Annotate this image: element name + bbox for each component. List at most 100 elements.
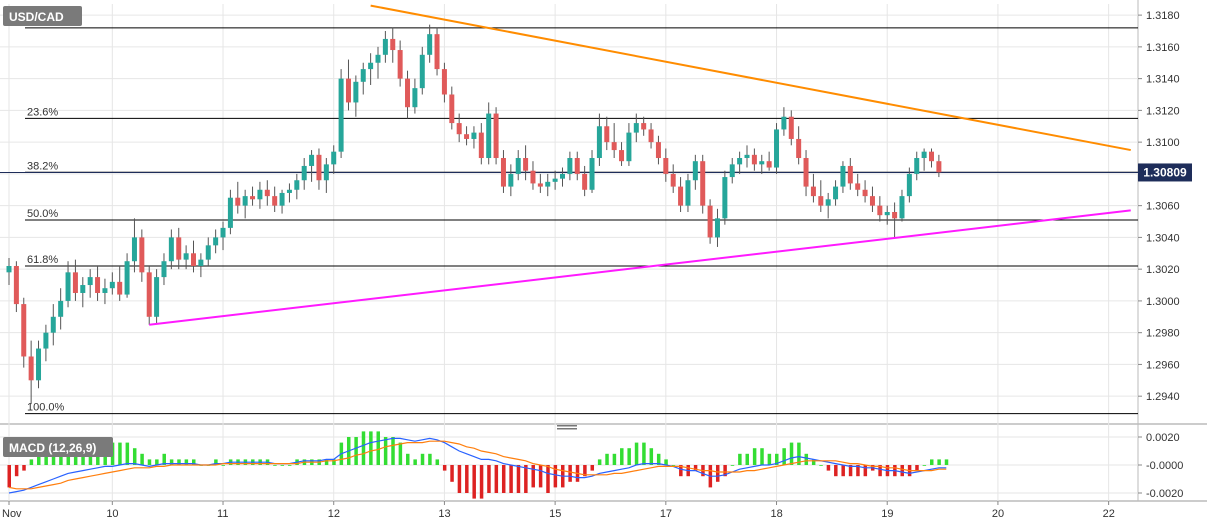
candle-body (139, 237, 145, 273)
candle-body (198, 259, 204, 266)
macd-histogram-bar (834, 465, 838, 477)
candle-body (323, 164, 329, 181)
trendlines (149, 4, 1131, 326)
candle-body (43, 332, 49, 349)
candle-body (604, 126, 610, 143)
candle-body (242, 196, 248, 206)
macd-histogram-bar (715, 465, 720, 482)
macd-histogram-bar (597, 459, 602, 465)
grid (0, 0, 1207, 502)
price-tick-label: 1.3160 (1146, 42, 1180, 54)
macd-histogram-bar (376, 431, 380, 465)
candle-body (833, 186, 839, 200)
candle-body (146, 272, 152, 317)
macd-histogram-bar (863, 465, 868, 477)
candle-body (338, 78, 344, 152)
candle-body (936, 161, 942, 173)
macd-histogram-bar (162, 453, 166, 465)
candle-body (250, 196, 256, 200)
candle-body (626, 132, 632, 162)
candle-body (537, 183, 543, 187)
candle-body (471, 132, 477, 139)
macd-histogram-bar (280, 465, 285, 466)
macd-histogram-bar (465, 465, 469, 493)
fib-label: 23.6% (27, 106, 58, 118)
macd-histogram-bar (553, 465, 558, 488)
candle-body (803, 158, 809, 187)
macd-histogram-bar (605, 453, 609, 465)
time-tick-label: 12 (328, 508, 340, 520)
macd-histogram-bar (752, 448, 757, 465)
candle-body (161, 261, 167, 278)
support-trendline (149, 209, 1131, 326)
candle-body (855, 183, 861, 190)
candle-body (515, 158, 521, 174)
macd-histogram-bar (642, 442, 646, 465)
candle-body (751, 154, 757, 165)
price-tick-label: 1.2960 (1146, 359, 1180, 371)
macd-badge[interactable]: MACD (12,26,9) (3, 437, 113, 457)
candle-body (869, 196, 875, 206)
candle-body (766, 161, 772, 168)
time-axis[interactable]: Nov 10 11 12 13 15 17 18 19 20 22 (2, 501, 1115, 520)
candle-body (737, 158, 743, 165)
candle-body (729, 164, 735, 178)
price-pane-bg (0, 4, 1138, 420)
macd-histogram-bar (804, 453, 809, 465)
candle-body (884, 212, 890, 216)
candle-body (877, 205, 883, 216)
candle-body (294, 180, 300, 190)
candle-body (810, 186, 816, 197)
candle-body (412, 88, 418, 108)
macd-histogram-bar (177, 459, 181, 465)
candle-body (796, 138, 802, 159)
symbol-badge[interactable]: USD/CAD (3, 6, 82, 26)
macd-histogram-bar (745, 453, 749, 465)
candle-body (28, 356, 34, 381)
candle-body (72, 272, 78, 293)
macd-histogram-bar (324, 459, 329, 465)
macd-histogram-bar (435, 459, 440, 465)
candle-body (449, 94, 455, 124)
macd-histogram-bar (664, 459, 668, 465)
candle-body (95, 277, 101, 293)
macd-histogram-bar (568, 465, 572, 482)
candle-body (102, 288, 108, 293)
macd-histogram-bar (125, 442, 130, 465)
price-tick-label: 1.3000 (1146, 296, 1180, 308)
price-axis[interactable]: 1.2940 1.2960 1.2980 1.3000 1.3020 1.3040 1.30… (1138, 10, 1180, 403)
time-tick-label: 17 (660, 508, 672, 520)
macd-histogram-bar (546, 465, 550, 493)
macd-histogram-bar (184, 459, 189, 465)
candle-body (227, 197, 233, 228)
candle-body (700, 161, 706, 206)
pane-resize-handle[interactable] (557, 425, 577, 430)
candle-body (235, 197, 241, 206)
time-tick-label: 22 (1103, 508, 1115, 520)
time-tick-label: 10 (106, 508, 118, 520)
macd-histogram-bar (516, 465, 521, 493)
macd-histogram-bar (583, 465, 587, 477)
candle-body (80, 285, 86, 293)
macd-histogram-bar (361, 431, 366, 465)
macd-histogram-bar (538, 465, 543, 488)
candle-body (530, 170, 536, 184)
macd-histogram-bar (118, 442, 122, 465)
candle-body (183, 253, 189, 260)
candle-body (508, 173, 514, 187)
macd-histogram-bar (627, 448, 631, 465)
candle-body (427, 34, 433, 55)
time-tick-label: 13 (438, 508, 450, 520)
macd-histogram-bar (944, 459, 949, 465)
time-tick-label: 19 (881, 508, 893, 520)
macd-histogram-bar (782, 448, 786, 465)
candle-body (641, 123, 647, 130)
macd-histogram-bar (671, 465, 676, 466)
candle-body (6, 265, 12, 273)
candle-body (678, 186, 684, 206)
price-tick-label: 1.3060 (1146, 201, 1180, 213)
price-tick-label: 1.3100 (1146, 137, 1180, 149)
macd-histogram-bar (214, 459, 218, 465)
